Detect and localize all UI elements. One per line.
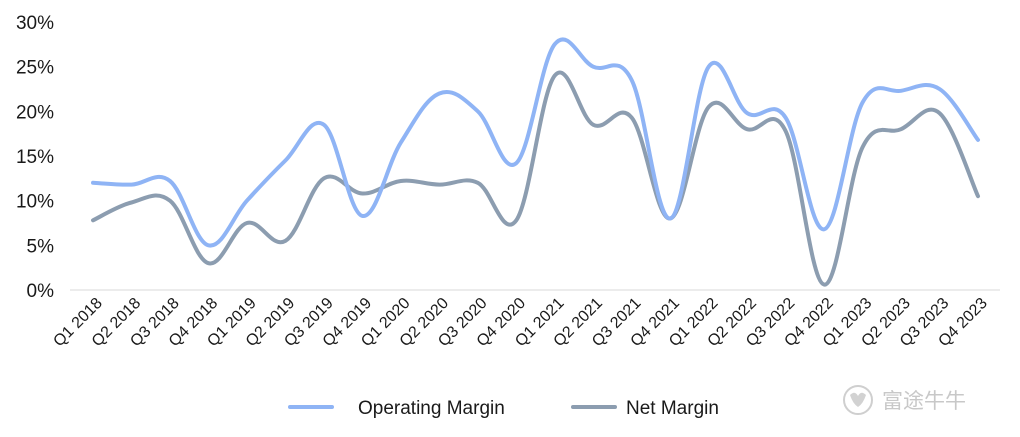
y-tick-label: 15% [16, 147, 54, 168]
series-line-operating-margin [91, 37, 980, 248]
legend-label: Operating Margin [358, 398, 505, 419]
legend: Operating Margin Net Margin [288, 398, 719, 419]
futu-bull-logo-icon [843, 385, 873, 415]
y-tick-label: 5% [27, 236, 55, 257]
y-tick-label: 10% [16, 192, 54, 213]
y-tick-label: 25% [16, 58, 54, 79]
series-line-net-margin [91, 70, 980, 287]
y-tick-label: 0% [27, 281, 55, 302]
legend-label: Net Margin [626, 398, 719, 419]
watermark: 富途牛牛 [843, 385, 966, 415]
y-axis: 0% 5% 10% 15% 20% 25% 30% [16, 13, 54, 302]
series-layer [91, 37, 980, 287]
watermark-text: 富途牛牛 [882, 389, 966, 413]
y-tick-label: 30% [16, 13, 54, 34]
y-tick-label: 20% [16, 102, 54, 123]
